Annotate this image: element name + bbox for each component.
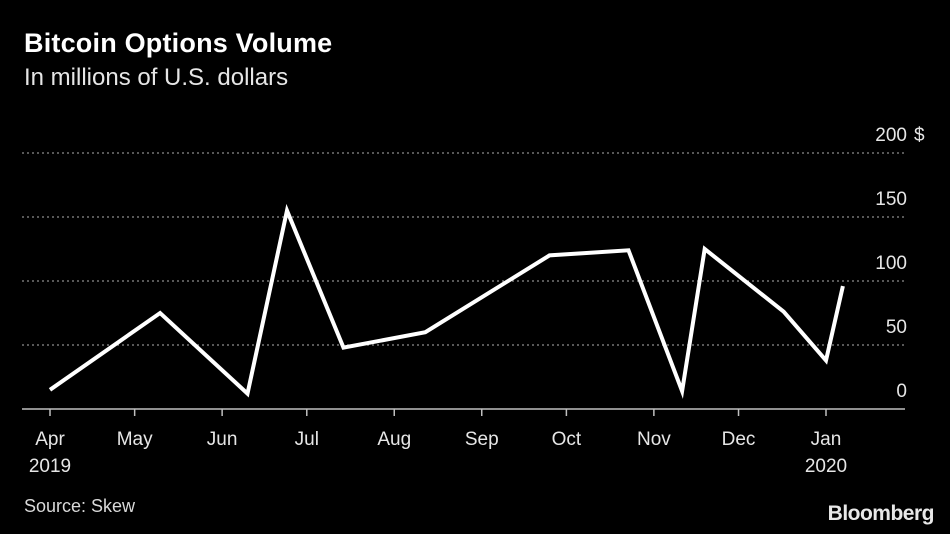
gridlines <box>22 152 905 346</box>
chart-title: Bitcoin Options Volume <box>24 28 333 58</box>
x-tick-label: May <box>117 429 153 450</box>
series-line-0 <box>48 203 845 399</box>
x-tick-year-label: 2019 <box>29 456 71 477</box>
y-axis: 0 50 100 150 200 $ <box>875 125 925 402</box>
x-tick-label: Jun <box>207 429 238 450</box>
y-unit-label: $ <box>914 125 925 146</box>
chart-subtitle: In millions of U.S. dollars <box>24 64 289 91</box>
bloomberg-logo: Bloomberg <box>827 502 935 525</box>
y-tick-label: 100 <box>875 253 907 274</box>
x-tick-label: Oct <box>552 429 582 450</box>
x-tick-label: Jul <box>295 429 319 450</box>
x-tick-label: Aug <box>377 429 411 450</box>
y-tick-label: 150 <box>875 189 907 210</box>
series <box>48 203 845 399</box>
source-note: Source: Skew <box>24 496 136 516</box>
x-tick-label: Dec <box>722 429 756 450</box>
y-tick-label: 0 <box>896 381 907 402</box>
x-tick-label: Sep <box>465 429 499 450</box>
x-axis: Apr 2019 May Jun Jul Aug Sep Oct Nov Dec Jan 2020 <box>22 408 905 477</box>
x-tick-label: Apr <box>35 429 65 450</box>
y-tick-label: 50 <box>886 317 907 338</box>
x-tick-year-label: 2020 <box>805 456 847 477</box>
x-tick-label: Jan <box>811 429 842 450</box>
x-tick-label: Nov <box>637 429 671 450</box>
y-tick-label: 200 <box>875 125 907 146</box>
